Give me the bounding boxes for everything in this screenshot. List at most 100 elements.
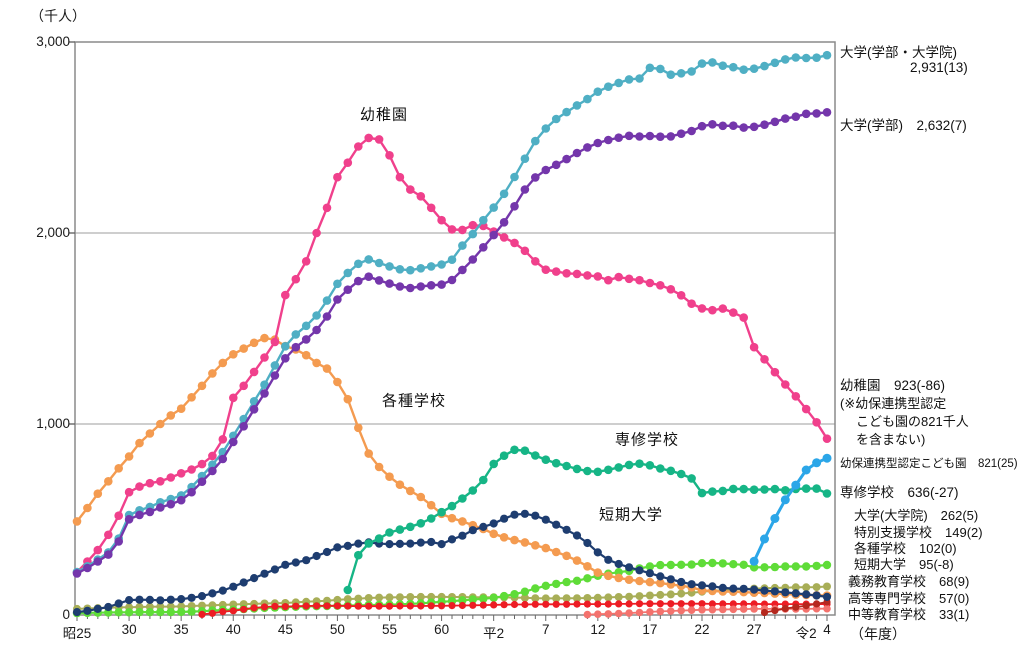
series-youchien-marker [218, 435, 228, 444]
series-kosen-marker [448, 602, 456, 610]
series-kakushu-marker [499, 533, 509, 542]
series-daigaku_gakubu-marker [708, 120, 717, 129]
series-kosen-marker [542, 600, 550, 608]
series-kosen-marker [406, 602, 414, 610]
series-kakushu-marker [83, 503, 92, 513]
series-kosen-marker [354, 602, 362, 610]
series-youchien-marker [729, 308, 738, 317]
series-tanki-marker [541, 515, 550, 524]
series-senshu-marker [729, 484, 738, 494]
series-daigaku_total-marker [468, 229, 478, 239]
series-tanki-marker [572, 531, 582, 540]
series-daigaku_total-marker [562, 107, 571, 117]
series-senshu-marker [489, 459, 499, 469]
series-tanki-marker [229, 582, 238, 591]
series-kosen-marker [469, 601, 477, 609]
series-senshu-marker [812, 484, 821, 493]
series-daigaku_gakubu-marker [281, 354, 290, 363]
series-youchien-marker [645, 278, 655, 288]
series-daigaku_total-marker [749, 64, 759, 73]
series-kakushu-marker [520, 538, 530, 547]
series-daigaku_gakubu-marker [593, 138, 603, 148]
series-youchien-marker [291, 274, 301, 284]
series-youchien-marker [406, 185, 415, 194]
series-kakushu-marker [645, 577, 655, 587]
series-daigaku_gakubu-marker [374, 276, 384, 285]
series-daigakuin-marker [114, 608, 123, 617]
series-tanki-marker [593, 548, 602, 557]
series-chuto-marker [656, 607, 665, 616]
series-tokubetsu-marker [823, 582, 831, 591]
series-tanki-marker [666, 575, 675, 584]
series-senshu-marker [354, 550, 363, 560]
series-senshu-marker [687, 474, 696, 483]
series-youchien-marker [260, 353, 269, 362]
plot-border [74, 41, 836, 616]
series-daigaku_gakubu-marker [114, 537, 123, 546]
series-youchien-marker [708, 305, 717, 315]
series-kosen-marker [479, 601, 487, 609]
series-youchien-marker [458, 225, 467, 235]
series-senshu-marker [551, 458, 561, 468]
series-tanki-marker [468, 526, 477, 535]
series-daigaku_total-marker [624, 75, 634, 84]
series-daigaku_total-marker [822, 50, 832, 60]
series-daigakuin-marker [499, 591, 509, 601]
series-daigaku_gakubu-marker [260, 389, 269, 398]
series-daigaku_total-marker [656, 64, 665, 74]
series-kakushu-marker [416, 492, 426, 502]
series-daigakuin-marker [687, 560, 696, 569]
series-tanki-marker [802, 590, 811, 599]
series-tanki-marker [291, 558, 300, 567]
series-daigaku_total-marker [437, 260, 446, 269]
series-tokubetsu-marker [531, 594, 540, 603]
series-senshu-marker [697, 488, 707, 498]
series-daigaku_gakubu-marker [343, 285, 353, 295]
series-daigaku_total [72, 50, 832, 577]
series-daigakuin-marker [541, 581, 550, 590]
series-daigakuin-marker [562, 577, 571, 587]
series-daigakuin-marker [520, 587, 530, 596]
series-kakushu-marker [510, 535, 519, 545]
series-daigaku_total-marker [531, 136, 540, 146]
series-tanki-marker [447, 535, 457, 544]
label-kosen: 高等専門学校 57(0) [848, 591, 970, 606]
series-daigaku_gakubu-marker [801, 109, 811, 119]
series-daigaku_gakubu-marker [666, 132, 676, 141]
series-kakushu-marker [489, 529, 499, 539]
series-kosen-marker [615, 600, 623, 608]
series-youchien-marker [718, 304, 728, 313]
series-youchien-marker [187, 465, 196, 474]
series-daigakuin-marker [781, 562, 790, 571]
series-tanki-marker [302, 556, 311, 565]
series-kakushu-marker [145, 429, 155, 438]
series-kosen-marker [323, 602, 331, 610]
series-kakushu-marker [531, 541, 540, 550]
inline-label-senshu: 専修学校 [614, 431, 680, 449]
series-tanki-marker [385, 540, 394, 549]
series-youchien-marker [447, 225, 457, 234]
series-tanki-marker [739, 584, 748, 593]
series-tanki-marker [218, 586, 227, 595]
series-youchien-marker [801, 404, 811, 414]
x-tick-label-2015: 27 [746, 622, 762, 637]
series-tokubetsu-marker [354, 594, 363, 603]
series-tanki-marker [489, 519, 498, 528]
series-senshu-marker [614, 463, 623, 472]
series-tokubetsu-marker [541, 594, 550, 603]
series-youchien-marker [135, 482, 144, 491]
series-kodomoen-marker [780, 495, 790, 505]
series-kosen-marker [719, 600, 727, 608]
series-daigaku_gakubu-marker [687, 126, 696, 136]
series-daigakuin-marker [656, 560, 665, 570]
series-kosen-marker [531, 600, 539, 608]
series-tanki-marker [718, 583, 727, 593]
series-daigaku_gakubu-marker [551, 160, 561, 170]
series-kakushu-marker [72, 517, 82, 526]
series-kosen-marker [292, 602, 300, 610]
series-kosen-marker [500, 601, 508, 609]
series-tanki-marker [145, 595, 154, 605]
series-daigaku_total-marker [604, 82, 613, 91]
